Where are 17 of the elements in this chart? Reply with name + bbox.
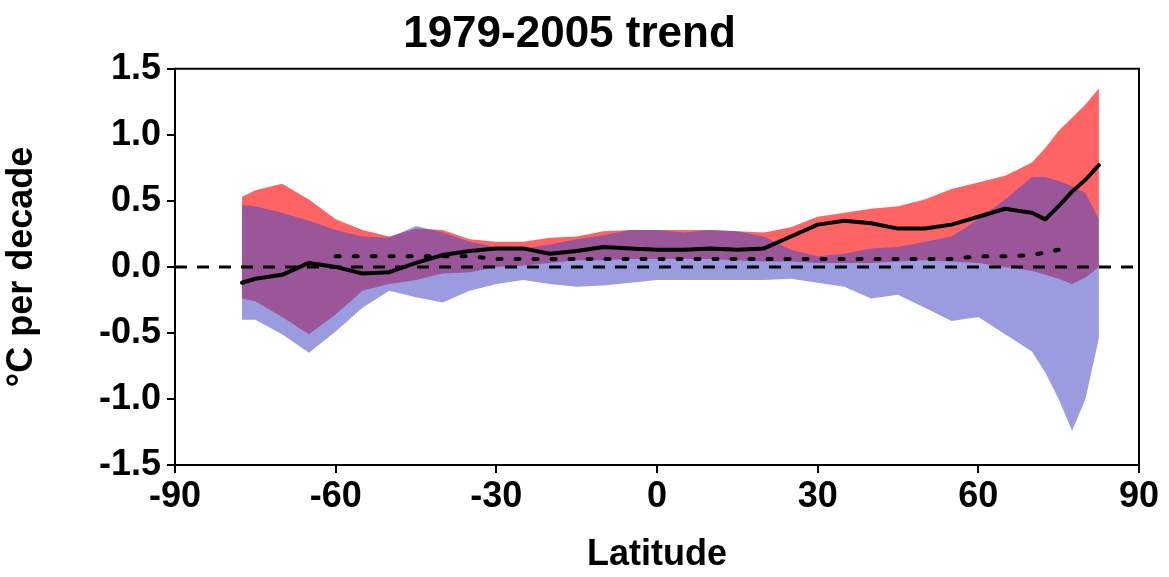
x-tick-label: 0	[646, 473, 668, 515]
y-tick-label: -1.0	[98, 375, 161, 417]
y-tick-label: 1.5	[110, 45, 161, 87]
y-tick-label: -1.5	[98, 441, 161, 483]
x-tick-label: -60	[309, 473, 362, 515]
y-tick-label: 1.0	[110, 111, 161, 153]
chart-title: 1979-2005 trend	[403, 6, 736, 56]
x-tick-label: 90	[1118, 473, 1160, 515]
y-tick-label: 0.0	[110, 243, 161, 285]
x-tick-label: -30	[470, 473, 523, 515]
x-tick-label: 30	[797, 473, 838, 515]
y-tick-label: 0.5	[110, 177, 161, 219]
y-axis-title: °C per decade	[0, 146, 40, 388]
x-tick-label: 60	[958, 473, 999, 515]
y-tick-label: -0.5	[98, 309, 161, 351]
x-axis-title: Latitude	[587, 532, 727, 574]
line-series	[333, 247, 1061, 261]
